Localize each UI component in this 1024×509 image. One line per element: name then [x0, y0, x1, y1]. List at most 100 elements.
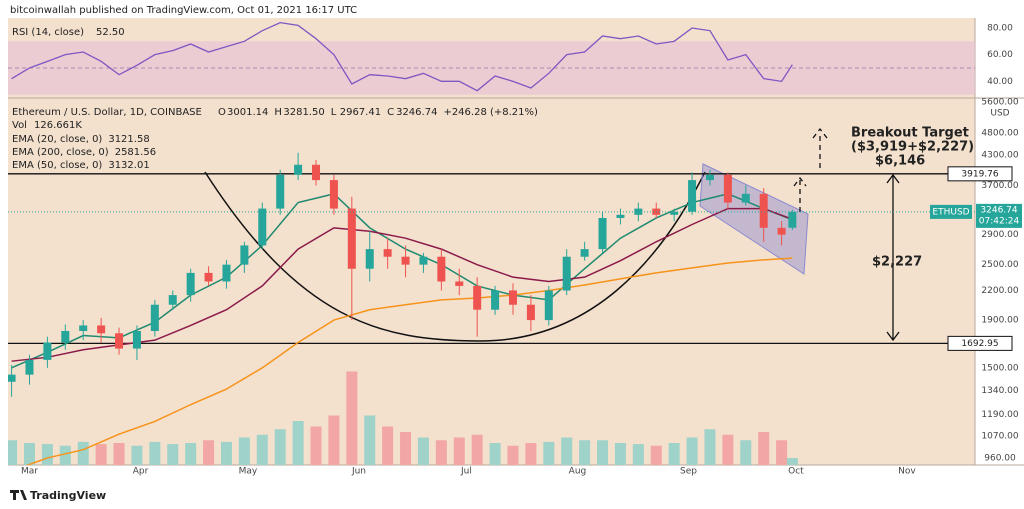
ohlc-key: O [218, 107, 226, 118]
target-value: $6,146 [875, 154, 925, 169]
price-tick-label: 2900.00 [981, 230, 1018, 240]
candle-body [670, 211, 679, 215]
ema-line [11, 207, 793, 362]
logo-text: TradingView [30, 489, 106, 502]
candle-body [455, 281, 464, 286]
volume-bar [668, 443, 680, 465]
rsi-line [11, 21, 793, 92]
x-tick-label: Aug [569, 467, 587, 477]
logo-icon [10, 490, 27, 500]
ohlc-key: H [274, 107, 282, 118]
ema-legend-value: 2581.56 [115, 147, 156, 158]
candle-body [115, 333, 124, 349]
candle-body [25, 359, 34, 375]
volume-bar [776, 440, 788, 465]
volume-bar [597, 440, 609, 465]
candle-body [168, 295, 177, 305]
ema-legend-name: EMA (200, close, 0) [12, 147, 109, 158]
volume-bar [435, 440, 447, 465]
candle-body [276, 174, 285, 209]
price-tick-label: 960.00 [984, 453, 1016, 463]
countdown-label: 07:42:24 [979, 216, 1020, 226]
candle-body [508, 290, 517, 305]
change-value: +246.28 (+8.21%) [443, 107, 538, 118]
candle-body [204, 272, 213, 282]
candle-body [562, 256, 571, 291]
volume-bar [328, 415, 340, 465]
x-tick-label: Nov [898, 467, 916, 477]
ohlc-key: L [331, 107, 337, 118]
cup-curve [204, 171, 706, 342]
volume-bar [167, 444, 179, 465]
target-arrow [812, 127, 828, 168]
candle-body [312, 164, 321, 181]
price-tick-label: 2500.00 [981, 260, 1018, 270]
range-arrow [886, 173, 900, 342]
candle-body [79, 325, 88, 331]
volume-bar [525, 443, 537, 465]
candle-body [598, 217, 607, 250]
rsi-pane [8, 21, 975, 95]
candle-body [61, 330, 70, 343]
price-tick-label: 2200.00 [981, 286, 1018, 296]
price-tag [976, 203, 1022, 228]
ema-legend-name: EMA (50, close, 0) [12, 160, 102, 171]
volume-bar [364, 415, 376, 465]
x-tick-label: Jun [351, 467, 366, 477]
volume-legend-name: Vol [12, 120, 27, 131]
volume-bar [8, 440, 18, 465]
volume-bar [453, 437, 465, 465]
volume-bar [704, 429, 716, 465]
price-tick-label: 1500.00 [981, 363, 1018, 373]
volume-bar [113, 443, 125, 465]
volume-bar [400, 432, 412, 465]
x-tick-label: Sep [680, 467, 697, 477]
volume-bar [632, 444, 644, 465]
candle-body [43, 342, 52, 360]
volume-bar [256, 434, 268, 465]
ohlc-value: 3246.74 [396, 107, 437, 118]
volume-bar [579, 440, 591, 465]
price-tick-label: 1340.00 [981, 386, 1018, 396]
candle-body [365, 249, 374, 269]
x-tick-label: Apr [133, 467, 149, 477]
volume-bar [686, 437, 698, 465]
volume-bar [471, 434, 483, 465]
volume-bar [507, 445, 519, 465]
x-tick-label: May [239, 467, 258, 477]
level-label: 1692.95 [961, 339, 998, 349]
volume-bar [561, 437, 573, 465]
rsi-tick-label: 80.00 [987, 24, 1013, 34]
axis-unit: USD [990, 109, 1009, 119]
price-tick-label: 3700.00 [981, 181, 1018, 191]
volume-legend-value: 126.661K [34, 120, 82, 131]
candle-body [580, 249, 589, 257]
volume-bar [59, 445, 71, 465]
candle-body [544, 290, 553, 321]
x-tick-label: Jul [460, 467, 472, 477]
volume-bar [77, 441, 89, 465]
rsi-tick-label: 40.00 [987, 77, 1013, 87]
volume-bar [786, 458, 798, 465]
price-tick-label: 1070.00 [981, 432, 1018, 442]
price-legend-title: Ethereum / U.S. Dollar, 1D, COINBASE [12, 107, 202, 118]
candle-body [258, 208, 267, 246]
candle-body [150, 304, 159, 331]
target-formula: ($3,919+$2,227) [851, 140, 974, 155]
symbol-tag [930, 204, 972, 219]
author-line: bitcoinwallah published on TradingView.c… [10, 5, 357, 16]
level-label: 3919.76 [961, 169, 998, 179]
volume-bar [382, 426, 394, 465]
x-tick-label: Mar [21, 467, 38, 477]
volume-bar [614, 443, 626, 465]
volume-bar [650, 445, 662, 465]
candle-body [777, 227, 786, 235]
volume-bar [758, 432, 770, 465]
candle-body [8, 374, 16, 382]
volume-bar [417, 437, 429, 465]
volume-bar [274, 429, 286, 465]
candle-body [759, 193, 768, 228]
symbol-label: ETHUSD [932, 207, 969, 217]
ema-legend-value: 3132.01 [108, 160, 149, 171]
